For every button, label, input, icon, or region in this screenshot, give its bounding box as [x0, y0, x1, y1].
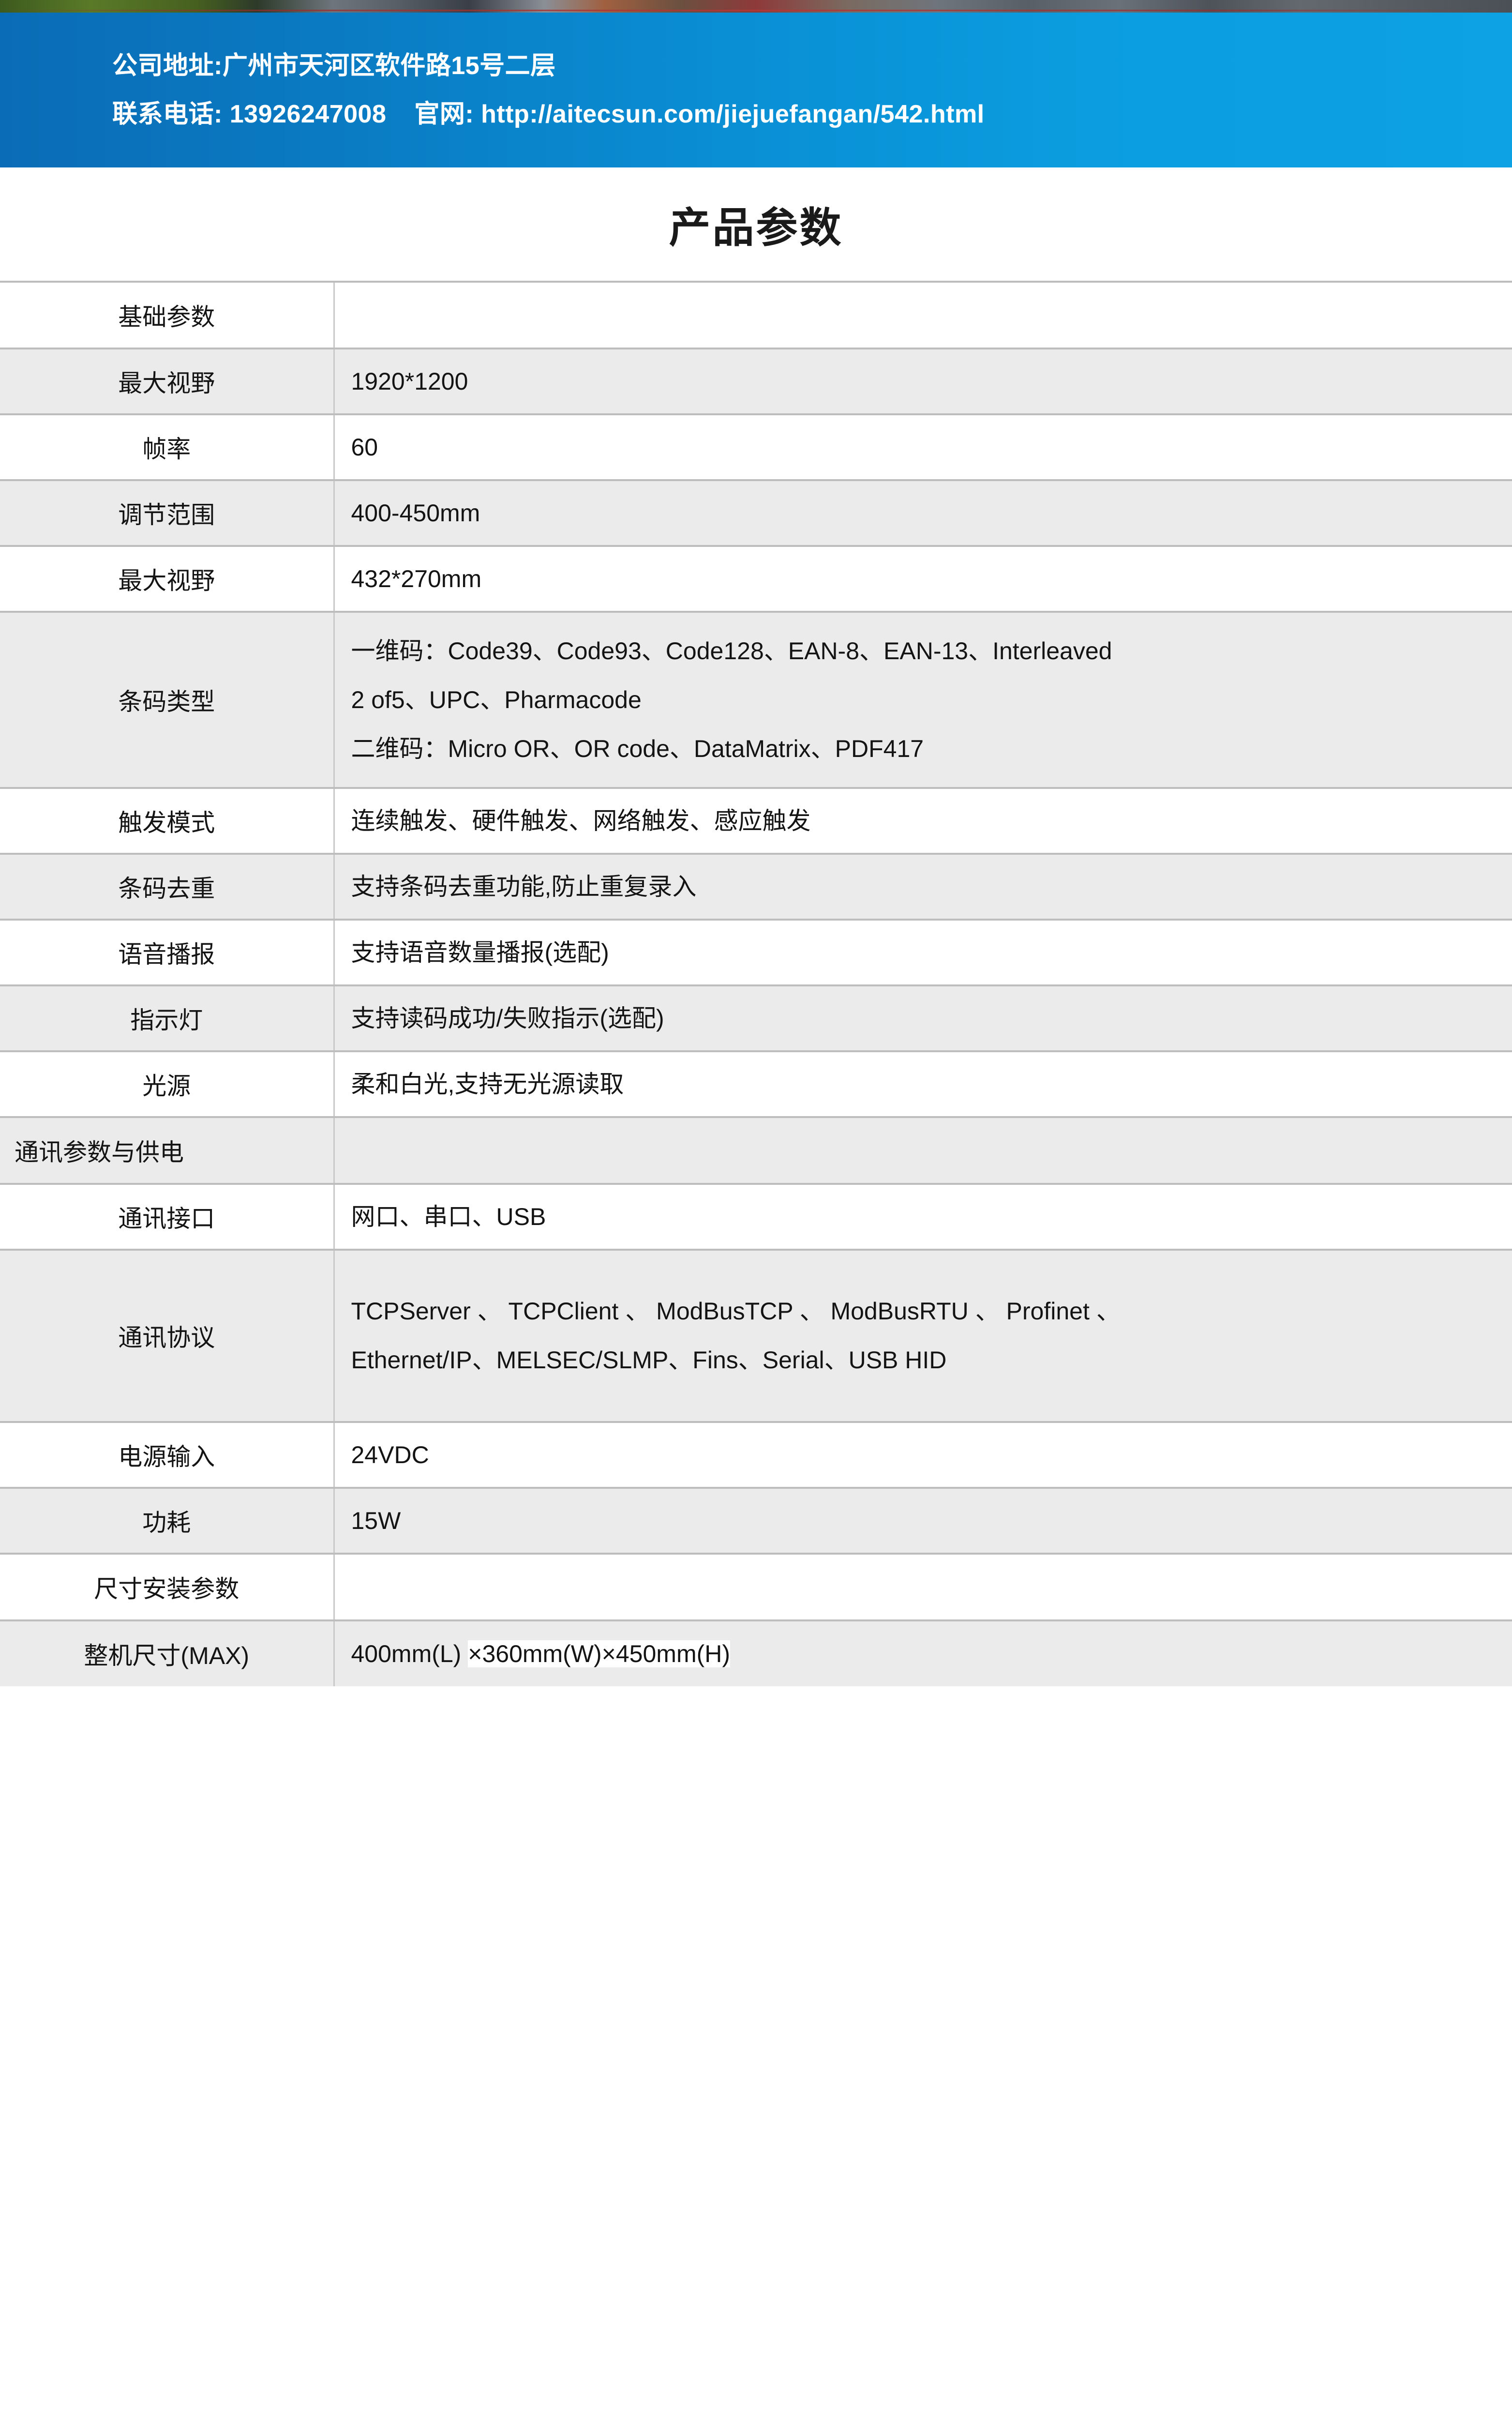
spec-label: 帧率: [0, 414, 335, 480]
spec-value-highlight: ×450mm(H): [601, 1640, 731, 1667]
spec-label: 最大视野: [0, 348, 335, 414]
spec-label: 语音播报: [0, 920, 335, 985]
contact-banner: 公司地址:广州市天河区软件路15号二层 联系电话: 13926247008 官网:…: [0, 13, 1512, 167]
spec-label: 整机尺寸(MAX): [0, 1620, 335, 1686]
table-row: 尺寸安装参数: [0, 1554, 1512, 1620]
spec-value: 400mm(L) ×360mm(W)×450mm(H): [334, 1620, 1512, 1686]
section-header-label: 基础参数: [0, 282, 335, 348]
spec-value-line: 2 of5、UPC、Pharmacode: [351, 686, 642, 713]
table-row: 整机尺寸(MAX) 400mm(L) ×360mm(W)×450mm(H): [0, 1620, 1512, 1686]
spec-value: [334, 1554, 1512, 1620]
official-website-link[interactable]: 官网: http://aitecsun.com/jiejuefangan/542…: [414, 100, 985, 128]
table-row: 条码类型 一维码：Code39、Code93、Code128、EAN-8、EAN-…: [0, 612, 1512, 788]
spec-value-line: 二维码：Micro OR、OR code、DataMatrix、PDF417: [351, 735, 924, 762]
spec-value: 24VDC: [334, 1422, 1512, 1488]
table-row: 调节范围 400-450mm: [0, 480, 1512, 546]
table-row: 电源输入 24VDC: [0, 1422, 1512, 1488]
photo-strip-accent-line: [0, 10, 1512, 11]
spec-label: 通讯接口: [0, 1184, 335, 1250]
table-row: 触发模式 连续触发、硬件触发、网络触发、感应触发: [0, 788, 1512, 854]
table-row: 指示灯 支持读码成功/失败指示(选配): [0, 985, 1512, 1051]
spec-label: 调节范围: [0, 480, 335, 546]
table-row: 功耗 15W: [0, 1488, 1512, 1554]
table-row: 语音播报 支持语音数量播报(选配): [0, 920, 1512, 985]
company-address-text: 公司地址:广州市天河区软件路15号二层: [112, 52, 556, 80]
spec-value: [334, 282, 1512, 348]
spec-label: 电源输入: [0, 1422, 335, 1488]
spec-label: 条码类型: [0, 612, 335, 788]
header-photo-strip: [0, 0, 1512, 13]
contact-phone-website-line: 联系电话: 13926247008 官网: http://aitecsun.com…: [112, 90, 1512, 138]
spec-value-line: Ethernet/IP、MELSEC/SLMP、Fins、Serial、USB …: [351, 1346, 947, 1374]
spec-value: TCPServer 、 TCPClient 、 ModBusTCP 、 ModB…: [334, 1250, 1512, 1422]
table-row: 通讯参数与供电: [0, 1117, 1512, 1184]
spec-value: 支持读码成功/失败指示(选配): [334, 985, 1512, 1051]
spec-table-body: 基础参数 最大视野 1920*1200 帧率 60 调节范围 400-450mm 最大视野 43…: [0, 282, 1512, 1686]
spec-value: [334, 1117, 1512, 1184]
spec-label: 指示灯: [0, 985, 335, 1051]
contact-phone-text: 联系电话: 13926247008: [112, 100, 387, 128]
spec-label: 最大视野: [0, 546, 335, 612]
spec-label: 光源: [0, 1051, 335, 1117]
product-spec-table: 基础参数 最大视野 1920*1200 帧率 60 调节范围 400-450mm 最大视野 43…: [0, 281, 1512, 1686]
table-row: 帧率 60: [0, 414, 1512, 480]
spec-value-highlight: ×360mm(W): [468, 1640, 602, 1667]
spec-value: 一维码：Code39、Code93、Code128、EAN-8、EAN-13、I…: [334, 612, 1512, 788]
table-row: 通讯协议 TCPServer 、 TCPClient 、 ModBusTCP 、 …: [0, 1250, 1512, 1422]
spec-value-line: 一维码：Code39、Code93、Code128、EAN-8、EAN-13、I…: [351, 637, 1112, 665]
spec-label: 功耗: [0, 1488, 335, 1554]
spec-value-part: 400mm(L): [351, 1640, 462, 1667]
table-row: 最大视野 432*270mm: [0, 546, 1512, 612]
section-header-label: 尺寸安装参数: [0, 1554, 335, 1620]
spec-value: 15W: [334, 1488, 1512, 1554]
spec-value: 柔和白光,支持无光源读取: [334, 1051, 1512, 1117]
table-row: 最大视野 1920*1200: [0, 348, 1512, 414]
section-header-label: 通讯参数与供电: [0, 1117, 335, 1184]
spec-value: 1920*1200: [334, 348, 1512, 414]
table-row: 基础参数: [0, 282, 1512, 348]
spec-value: 网口、串口、USB: [334, 1184, 1512, 1250]
spec-value: 60: [334, 414, 1512, 480]
spec-value: 支持条码去重功能,防止重复录入: [334, 854, 1512, 920]
table-row: 条码去重 支持条码去重功能,防止重复录入: [0, 854, 1512, 920]
spec-value-part: [461, 1640, 468, 1667]
spec-value: 432*270mm: [334, 546, 1512, 612]
spec-value: 400-450mm: [334, 480, 1512, 546]
spec-value-line: TCPServer 、 TCPClient 、 ModBusTCP 、 ModB…: [351, 1298, 1121, 1325]
spec-label: 条码去重: [0, 854, 335, 920]
spec-value: 支持语音数量播报(选配): [334, 920, 1512, 985]
spec-value: 连续触发、硬件触发、网络触发、感应触发: [334, 788, 1512, 854]
table-row: 光源 柔和白光,支持无光源读取: [0, 1051, 1512, 1117]
page-title: 产品参数: [669, 205, 843, 251]
spec-label: 触发模式: [0, 788, 335, 854]
company-address-line: 公司地址:广州市天河区软件路15号二层: [112, 42, 1512, 90]
spec-label: 通讯协议: [0, 1250, 335, 1422]
table-row: 通讯接口 网口、串口、USB: [0, 1184, 1512, 1250]
